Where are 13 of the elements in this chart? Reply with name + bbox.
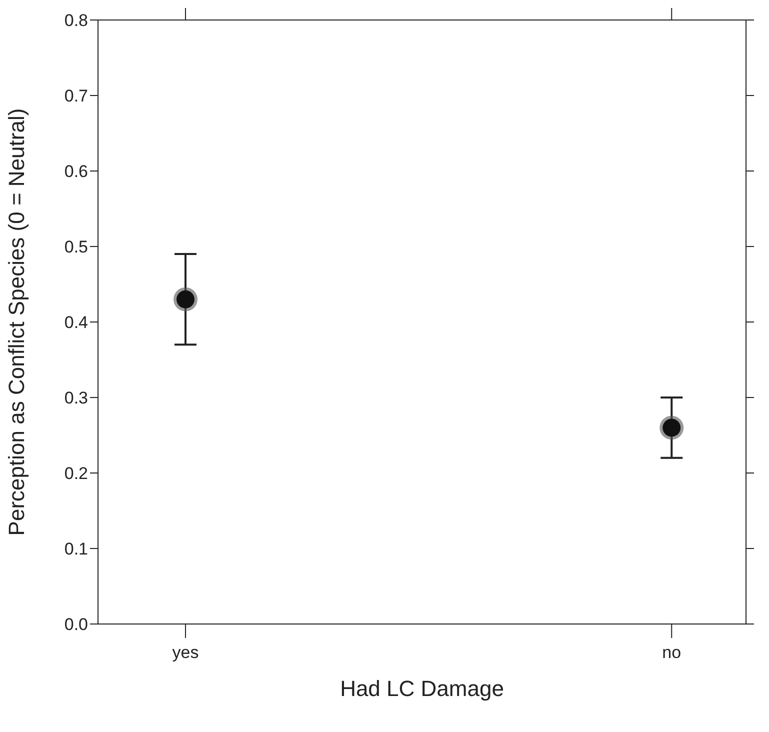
y-tick-label: 0.6 xyxy=(64,162,88,182)
x-tick-label: yes xyxy=(172,643,199,662)
y-axis-title: Perception as Conflict Species (0 = Neutral) xyxy=(4,108,29,536)
y-tick-label: 0.4 xyxy=(64,313,88,332)
y-tick-label: 0.3 xyxy=(64,388,88,408)
y-tick-label: 0.5 xyxy=(64,238,88,257)
y-tick-label: 0.8 xyxy=(64,11,88,30)
y-tick-label: 0.2 xyxy=(64,464,88,484)
x-axis-title: Had LC Damage xyxy=(340,676,504,701)
x-tick-label: no xyxy=(662,643,682,662)
y-tick-label: 0.0 xyxy=(64,615,88,634)
y-tick-label: 0.1 xyxy=(64,540,88,559)
y-tick-label: 0.7 xyxy=(64,86,88,106)
